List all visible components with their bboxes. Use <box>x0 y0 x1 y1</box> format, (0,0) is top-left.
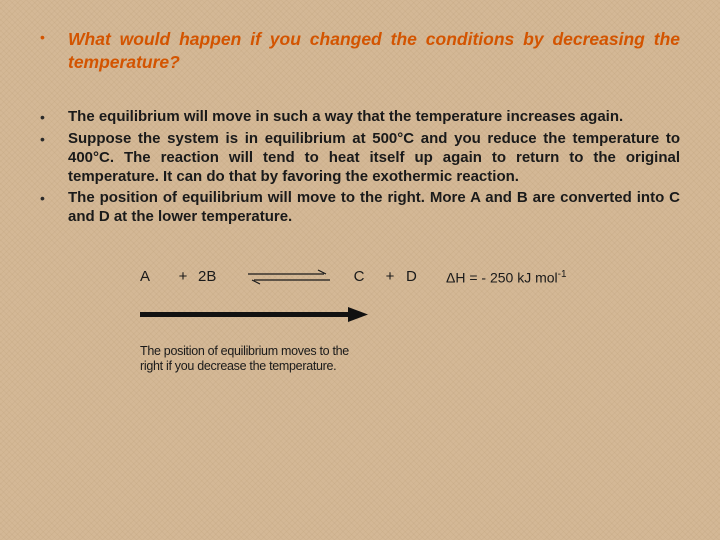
body-text-2: Suppose the system is in equilibrium at … <box>68 130 680 186</box>
bullet-dot-icon: • <box>40 108 68 128</box>
delta-h: ΔH = - 250 kJ mol-1 <box>446 269 567 286</box>
shift-arrow-icon <box>140 305 620 330</box>
bullet-dot-icon: • <box>40 28 68 48</box>
heading-text: What would happen if you changed the con… <box>68 28 680 74</box>
product-c: C <box>344 268 374 285</box>
body-bullet-2: • Suppose the system is in equilibrium a… <box>40 130 680 186</box>
delta-h-label: ΔH = - 250 kJ mol <box>446 269 558 285</box>
reactant-2b: 2B <box>198 268 234 285</box>
plus-2: + <box>374 268 406 285</box>
product-d: D <box>406 268 446 285</box>
equilibrium-arrow-icon <box>234 267 344 287</box>
equation-row: A + 2B C + D ΔH = - 250 kJ mol-1 <box>140 267 620 287</box>
bullet-dot-icon: • <box>40 130 68 150</box>
bullet-dot-icon: • <box>40 189 68 209</box>
caption: The position of equilibrium moves to the… <box>140 344 360 375</box>
body-bullet-3: • The position of equilibrium will move … <box>40 189 680 227</box>
body-text-1: The equilibrium will move in such a way … <box>68 108 623 127</box>
caption-line-2: right if you decrease the temperature. <box>140 359 336 373</box>
reactant-a: A <box>140 268 168 285</box>
body-text-3: The position of equilibrium will move to… <box>68 189 680 227</box>
caption-line-1: The position of equilibrium moves to the <box>140 344 349 358</box>
body-bullet-1: • The equilibrium will move in such a wa… <box>40 108 680 128</box>
delta-h-exp: -1 <box>558 269 567 280</box>
equation-region: A + 2B C + D ΔH = - 250 kJ mol-1 The pos… <box>140 267 620 375</box>
plus-1: + <box>168 268 198 285</box>
heading-bullet: • What would happen if you changed the c… <box>40 28 680 74</box>
